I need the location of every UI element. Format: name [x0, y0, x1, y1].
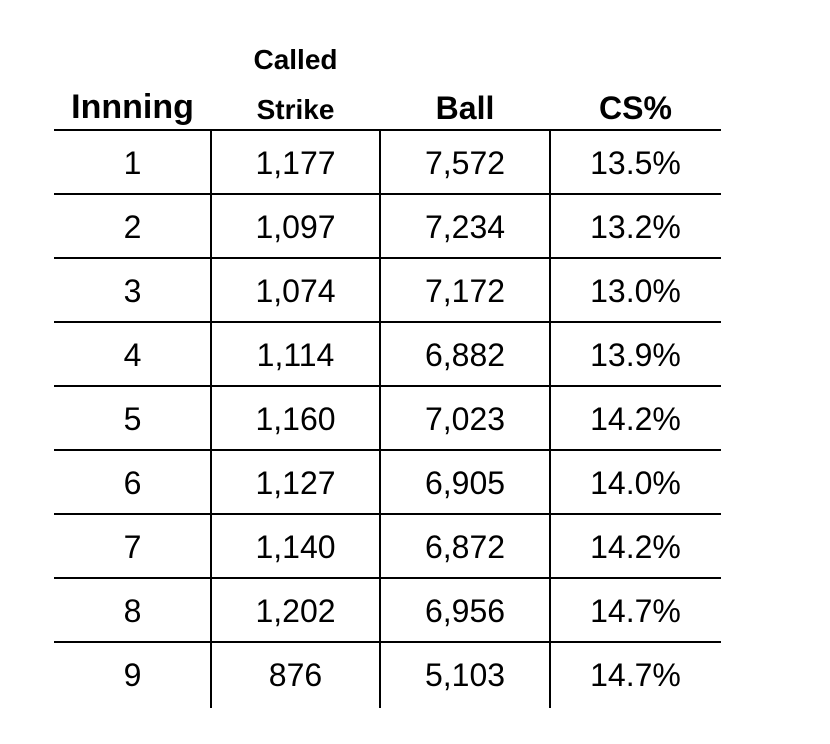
cell-cs-pct: 13.2% — [590, 209, 681, 245]
column-divider — [379, 129, 381, 708]
cell-inning: 4 — [123, 337, 142, 373]
row-divider — [54, 577, 721, 579]
header-cs-pct: CS% — [599, 90, 672, 126]
column-divider — [210, 129, 212, 708]
cell-cs-pct: 13.9% — [590, 337, 681, 373]
cell-called-strike: 876 — [268, 657, 323, 693]
cell-cs-pct: 14.0% — [590, 465, 681, 501]
cell-ball: 5,103 — [424, 657, 506, 693]
cell-inning: 8 — [123, 593, 142, 629]
cell-called-strike: 1,097 — [255, 209, 336, 245]
header-ball: Ball — [435, 90, 495, 126]
cell-inning: 9 — [123, 657, 142, 693]
cell-inning: 5 — [123, 401, 142, 437]
cell-called-strike: 1,127 — [255, 465, 336, 501]
column-divider — [549, 129, 551, 708]
cell-ball: 6,882 — [424, 337, 506, 373]
cell-called-strike: 1,202 — [255, 593, 336, 629]
header-innning: Innning — [71, 88, 194, 126]
row-divider — [54, 641, 721, 643]
row-divider — [54, 449, 721, 451]
cell-called-strike: 1,114 — [256, 337, 335, 373]
cell-cs-pct: 14.7% — [590, 593, 681, 629]
row-divider — [54, 385, 721, 387]
cell-inning: 1 — [123, 145, 142, 181]
cell-ball: 6,905 — [424, 465, 506, 501]
cell-inning: 3 — [123, 273, 142, 309]
row-divider — [54, 193, 721, 195]
cell-ball: 6,956 — [424, 593, 506, 629]
header-called: Called — [253, 44, 338, 75]
row-divider — [54, 513, 721, 515]
cell-cs-pct: 14.7% — [590, 657, 681, 693]
cell-called-strike: 1,160 — [255, 401, 336, 437]
cell-ball: 7,023 — [424, 401, 506, 437]
cell-ball: 6,872 — [424, 529, 506, 565]
cell-inning: 7 — [123, 529, 142, 565]
cell-cs-pct: 14.2% — [590, 529, 681, 565]
cell-called-strike: 1,177 — [255, 145, 336, 181]
cell-ball: 7,234 — [424, 209, 506, 245]
data-table: Innning Called Strike Ball CS% 1 1,177 7,5… — [54, 36, 721, 708]
cell-cs-pct: 13.5% — [590, 145, 681, 181]
cell-called-strike: 1,074 — [255, 273, 336, 309]
cell-ball: 7,572 — [424, 145, 506, 181]
cell-inning: 6 — [123, 465, 142, 501]
cell-ball: 7,172 — [424, 273, 506, 309]
row-divider — [54, 321, 721, 323]
header-strike: Strike — [256, 94, 335, 125]
header-underline — [54, 129, 721, 131]
cell-cs-pct: 13.0% — [590, 273, 681, 309]
cell-inning: 2 — [123, 209, 142, 245]
cell-called-strike: 1,140 — [255, 529, 336, 565]
row-divider — [54, 257, 721, 259]
cell-cs-pct: 14.2% — [590, 401, 681, 437]
